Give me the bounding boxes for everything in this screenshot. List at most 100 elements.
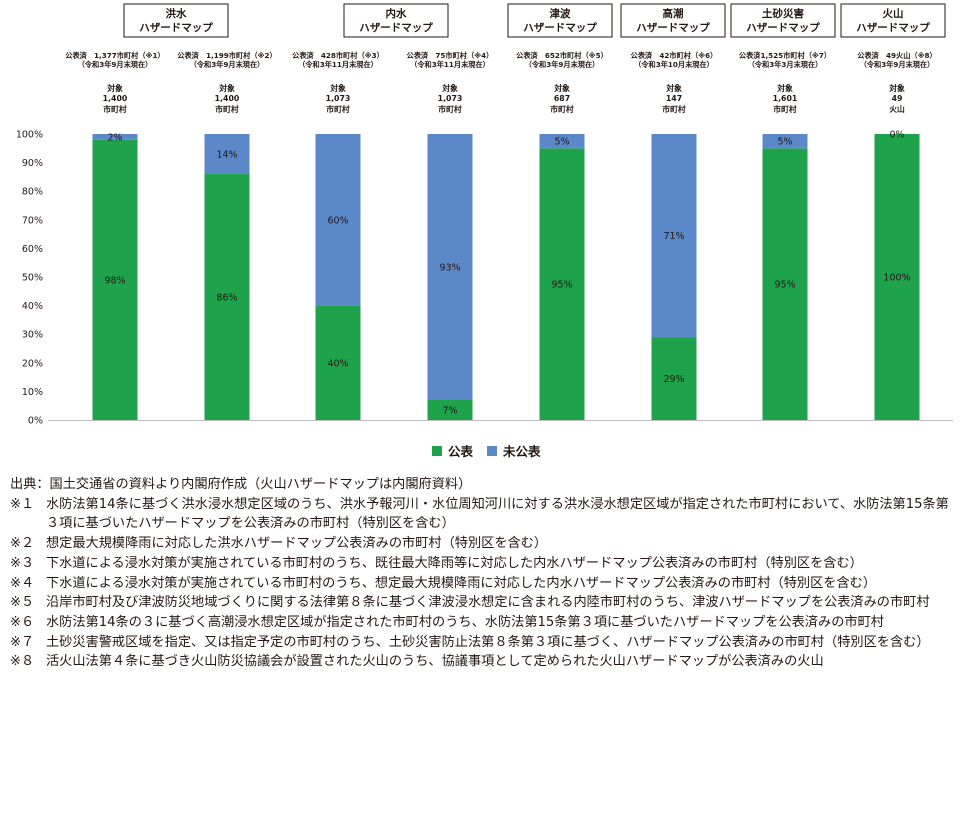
footnote-item: ※７ 土砂災害警戒区域を指定、又は指定予定の市町村のうち、土砂災害防止法第８条第３… <box>10 633 960 653</box>
data-label-published: 95% <box>774 280 795 291</box>
data-label-unpublished: 5% <box>777 137 792 148</box>
data-label-published: 98% <box>104 275 125 286</box>
target-unit: 市町村 <box>438 104 462 114</box>
group-header-title: 内水 <box>386 7 407 20</box>
data-label-published: 40% <box>327 358 348 369</box>
footnote-item: ※１ 水防法第14条に基づく洪水浸水想定区域のうち、洪水予報河川・水位周知河川に対… <box>10 495 960 534</box>
bar-unpublished <box>762 134 808 149</box>
group-header-title: 津波 <box>550 7 571 20</box>
group-header-subtitle: ハザードマップ <box>856 21 930 34</box>
published-date-note: （令和3年9月末現在） <box>525 60 600 69</box>
footnote-text: 活火山法第４条に基づき火山防災協議会が設置された火山のうち、協議事項として定めら… <box>46 654 824 670</box>
data-label-published: 100% <box>883 273 910 284</box>
group-header-box <box>840 3 946 38</box>
group-header-subtitle: ハザードマップ <box>636 21 710 34</box>
target-count: 147 <box>666 94 682 103</box>
footnote-item: ※３ 下水道による浸水対策が実施されている市町村のうち、既往最大降雨等に対応した内… <box>10 554 960 574</box>
y-tick-label: 80% <box>22 187 43 198</box>
bar-unpublished <box>204 134 250 175</box>
target-count: 1,073 <box>326 94 351 103</box>
target-count: 49 <box>892 94 903 103</box>
group-header-box <box>730 3 836 38</box>
footnote-text: 下水道による浸水対策が実施されている市町村のうち、既往最大降雨等に対応した内水ハ… <box>46 555 863 571</box>
legend-label-unpublished: 未公表 <box>502 444 541 459</box>
y-tick-label: 10% <box>22 387 43 398</box>
data-label-published: 86% <box>216 293 237 304</box>
source-note: 出典：国土交通省の資料より内閣府作成（火山ハザードマップは内閣府資料） <box>10 477 472 492</box>
bar-unpublished <box>92 134 138 140</box>
published-count-note: 公表済 652市町村（※5） <box>516 51 608 60</box>
bar-unpublished <box>651 134 697 338</box>
data-label-unpublished: 93% <box>439 262 460 273</box>
bar-unpublished <box>427 134 473 400</box>
legend-swatch-published <box>432 446 442 456</box>
data-label-unpublished: 14% <box>216 150 237 161</box>
published-date-note: （令和3年9月末現在） <box>190 60 265 69</box>
target-label: 対象 <box>553 83 570 93</box>
data-label-unpublished: 5% <box>554 137 569 148</box>
target-unit: 市町村 <box>215 104 239 114</box>
target-label: 対象 <box>106 83 123 93</box>
target-unit: 市町村 <box>550 104 574 114</box>
y-tick-label: 30% <box>22 330 43 341</box>
target-label: 対象 <box>665 83 682 93</box>
target-count: 1,601 <box>773 94 798 103</box>
target-unit: 市町村 <box>326 104 350 114</box>
published-date-note: （令和3年10月末現在） <box>634 60 714 69</box>
y-tick-label: 50% <box>22 273 43 284</box>
target-count: 687 <box>554 94 570 103</box>
group-header-title: 高潮 <box>663 7 684 20</box>
footnote-list: ※１ 水防法第14条に基づく洪水浸水想定区域のうち、洪水予報河川・水位周知河川に対… <box>10 495 960 672</box>
data-label-published: 29% <box>663 374 684 385</box>
group-header-box <box>620 3 726 38</box>
y-tick-label: 40% <box>22 301 43 312</box>
footnotes: 出典：国土交通省の資料より内閣府作成（火山ハザードマップは内閣府資料） ※１ 水防… <box>10 475 960 672</box>
group-header-box <box>507 3 613 38</box>
footnote-text: 水防法第14条に基づく洪水浸水想定区域のうち、洪水予報河川・水位周知河川に対する… <box>46 496 949 532</box>
legend-swatch-unpublished <box>487 446 497 456</box>
published-count-note: 公表済 49火山（※8） <box>857 51 937 60</box>
published-date-note: （令和3年11月末現在） <box>410 60 490 69</box>
bar-unpublished <box>315 134 361 306</box>
group-header-title: 火山 <box>883 7 904 20</box>
bar-published <box>539 148 585 421</box>
bar-published <box>427 399 473 420</box>
published-count-note: 公表済 1,199市町村（※2） <box>177 51 276 60</box>
data-label-unpublished: 60% <box>327 215 348 226</box>
published-count-note: 公表済 428市町村（※3） <box>292 51 384 60</box>
published-count-note: 公表済1,525市町村（※7） <box>739 51 831 60</box>
footnote-mark: ※１ <box>10 496 35 512</box>
group-header-box <box>123 3 229 38</box>
bar-published <box>92 139 138 420</box>
group-header-box <box>343 3 449 38</box>
footnote-text: 土砂災害警戒区域を指定、又は指定予定の市町村のうち、土砂災害防止法第８条第３項に… <box>46 634 930 650</box>
footnote-mark: ※６ <box>10 614 35 630</box>
data-label-unpublished: 0% <box>889 130 904 141</box>
target-label: 対象 <box>888 83 905 93</box>
published-date-note: （令和3年9月末現在） <box>78 60 153 69</box>
published-count-note: 公表済 1,377市町村（※1） <box>65 51 164 60</box>
y-tick-label: 100% <box>16 130 43 141</box>
y-tick-label: 20% <box>22 358 43 369</box>
target-unit: 市町村 <box>773 104 797 114</box>
group-header-subtitle: ハザードマップ <box>359 21 433 34</box>
footnote-text: 想定最大規模降雨に対応した洪水ハザードマップ公表済みの市町村（特別区を含む） <box>46 536 548 552</box>
footnote-item: ※４ 下水道による浸水対策が実施されている市町村のうち、想定最大規模降雨に対応した… <box>10 574 960 594</box>
bar-unpublished <box>539 134 585 149</box>
footnote-item: ※２ 想定最大規模降雨に対応した洪水ハザードマップ公表済みの市町村（特別区を含む） <box>10 534 960 554</box>
data-label-published: 7% <box>442 405 457 416</box>
y-tick-label: 0% <box>28 416 43 427</box>
bar-published <box>651 337 697 420</box>
target-count: 1,073 <box>438 94 463 103</box>
target-unit: 市町村 <box>103 104 127 114</box>
footnote-item: ※６ 水防法第14条の３に基づく高潮浸水想定区域が指定された市町村のうち、水防法第… <box>10 613 960 633</box>
data-label-published: 95% <box>551 280 572 291</box>
target-unit: 火山 <box>889 104 905 114</box>
data-label-unpublished: 71% <box>663 231 684 242</box>
legend-label-published: 公表 <box>448 444 474 459</box>
target-unit: 市町村 <box>662 104 686 114</box>
bar-published <box>874 134 920 420</box>
group-header-title: 洪水 <box>166 7 187 20</box>
published-date-note: （令和3年9月末現在） <box>860 60 935 69</box>
target-label: 対象 <box>776 83 793 93</box>
